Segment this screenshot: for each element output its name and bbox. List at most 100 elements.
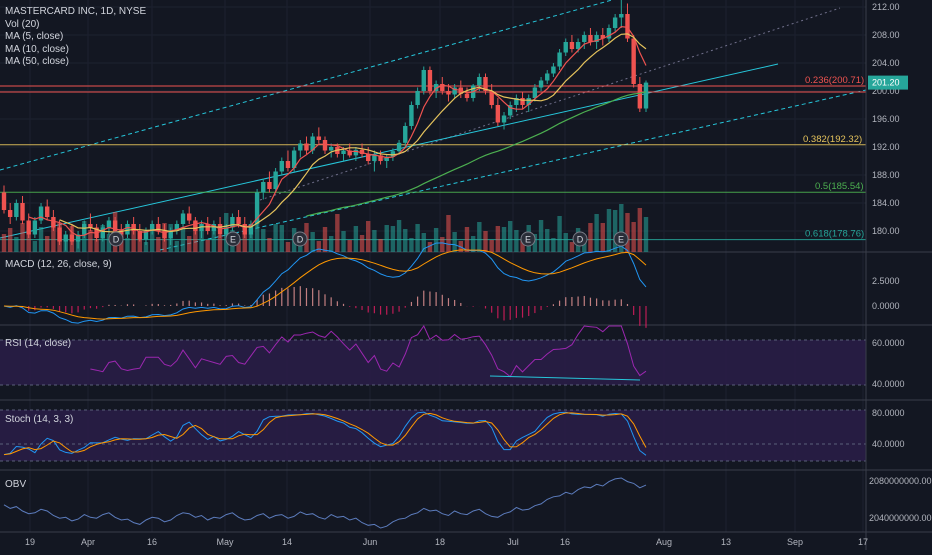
macd-histogram-bar [108, 305, 109, 306]
volume-bar [372, 230, 376, 252]
candle-body [243, 224, 247, 235]
candle-body [533, 88, 537, 99]
volume-bar [514, 230, 518, 252]
candle-body [570, 42, 574, 49]
stoch-label[interactable]: Stoch (14, 3, 3) [5, 414, 73, 425]
macd-histogram-bar [263, 295, 264, 306]
macd-histogram-bar [553, 304, 554, 306]
volume-bar [564, 233, 568, 252]
macd-histogram-bar [621, 299, 622, 306]
macd-histogram-bar [318, 290, 319, 306]
candle-body [8, 210, 12, 217]
macd-histogram-bar [343, 304, 344, 306]
volume-bar [335, 214, 339, 252]
volume-bar [551, 238, 555, 252]
candle-body [397, 143, 401, 151]
volume-bar [181, 227, 185, 252]
volume-bar [20, 223, 24, 252]
macd-label[interactable]: MACD (12, 26, close, 9) [5, 259, 112, 270]
legend-vol[interactable]: Vol (20) [5, 19, 146, 32]
channel-mid [260, 8, 840, 200]
macd-histogram-bar [361, 306, 362, 310]
macd-histogram-bar [448, 298, 449, 306]
time-tick: 14 [282, 537, 292, 547]
volume-bar [625, 213, 629, 252]
volume-bar [638, 208, 642, 252]
candle-body [304, 144, 308, 151]
candle-body [638, 84, 642, 109]
candle-body [280, 161, 284, 172]
rsi-tick: 60.0000 [872, 338, 905, 348]
volume-bar [206, 240, 210, 252]
volume-bar [409, 238, 413, 252]
volume-bar [354, 226, 358, 252]
macd-histogram-bar [53, 306, 54, 309]
candle-body [14, 203, 18, 217]
legend-ma50[interactable]: MA (50, close) [5, 56, 146, 69]
time-tick: Aug [656, 537, 672, 547]
macd-histogram-bar [639, 306, 640, 326]
candle-body [354, 150, 358, 156]
macd-histogram-bar [331, 297, 332, 306]
volume-bar [440, 237, 444, 252]
volume-bar [39, 227, 43, 252]
price-tick: 212.00 [872, 2, 900, 12]
event-marker-label: E [230, 235, 236, 245]
macd-histogram-bar [571, 297, 572, 306]
candle-body [51, 217, 55, 228]
candle-body [477, 77, 481, 85]
candle-body [236, 217, 240, 224]
macd-histogram-bar [528, 306, 529, 316]
volume-bar [570, 242, 574, 252]
candle-body [193, 221, 197, 232]
candle-body [323, 140, 327, 151]
macd-histogram-bar [380, 306, 381, 315]
obv-label[interactable]: OBV [5, 479, 26, 490]
macd-histogram-bar [411, 302, 412, 306]
macd-histogram-bar [90, 306, 91, 308]
macd-histogram-bar [28, 306, 29, 311]
macd-histogram-bar [392, 306, 393, 314]
macd-histogram-bar [602, 300, 603, 306]
macd-histogram-bar [442, 295, 443, 306]
candle-body [64, 235, 68, 242]
volume-bar [125, 238, 129, 252]
volume-bar [539, 220, 543, 252]
legend-ma5[interactable]: MA (5, close) [5, 31, 146, 44]
macd-histogram-bar [540, 306, 541, 310]
legend-ma10[interactable]: MA (10, close) [5, 44, 146, 57]
candle-body [45, 207, 49, 218]
volume-bar [557, 216, 561, 252]
volume-bar [508, 221, 512, 252]
rsi-label[interactable]: RSI (14, close) [5, 338, 71, 349]
macd-histogram-bar [608, 301, 609, 306]
time-tick: Sep [787, 537, 803, 547]
candle-body [317, 137, 321, 141]
chart-legend: MASTERCARD INC, 1D, NYSE Vol (20) MA (5,… [5, 6, 146, 69]
volume-bar [477, 222, 481, 252]
volume-bar [434, 228, 438, 252]
candle-body [415, 91, 419, 105]
legend-symbol[interactable]: MASTERCARD INC, 1D, NYSE [5, 6, 146, 19]
time-tick: 19 [25, 537, 35, 547]
price-tick: 188.00 [872, 170, 900, 180]
candle-body [409, 105, 413, 126]
volume-bar [403, 229, 407, 252]
volume-bar [187, 236, 191, 252]
event-marker-label: D [297, 235, 304, 245]
candle-body [341, 151, 345, 155]
candle-body [422, 70, 426, 91]
macd-histogram-bar [77, 306, 78, 312]
candle-body [107, 221, 111, 228]
macd-histogram-bar [534, 306, 535, 313]
fib-label: 0.618(178.76) [805, 229, 864, 240]
volume-bar [280, 225, 284, 252]
volume-bar [33, 241, 37, 252]
macd-histogram-bar [584, 296, 585, 306]
volume-bar [378, 239, 382, 252]
macd-histogram-bar [497, 306, 498, 318]
price-tick: 208.00 [872, 30, 900, 40]
price-tick: 196.00 [872, 114, 900, 124]
